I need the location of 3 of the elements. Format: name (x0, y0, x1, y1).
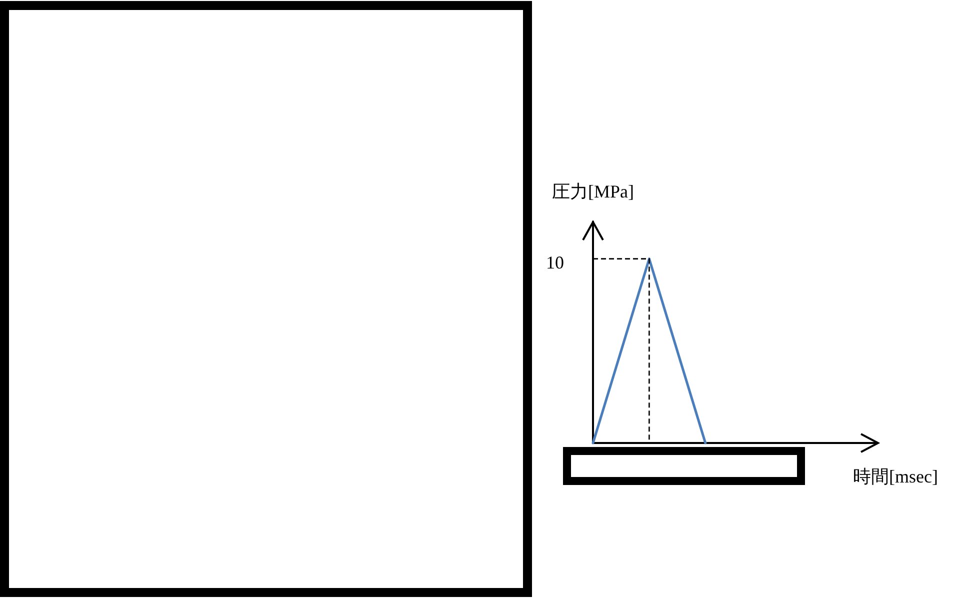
x-axis-title: 時間[msec] (853, 466, 938, 487)
y-axis-title: 圧力[MPa] (552, 182, 634, 202)
text: 10 (546, 252, 564, 273)
